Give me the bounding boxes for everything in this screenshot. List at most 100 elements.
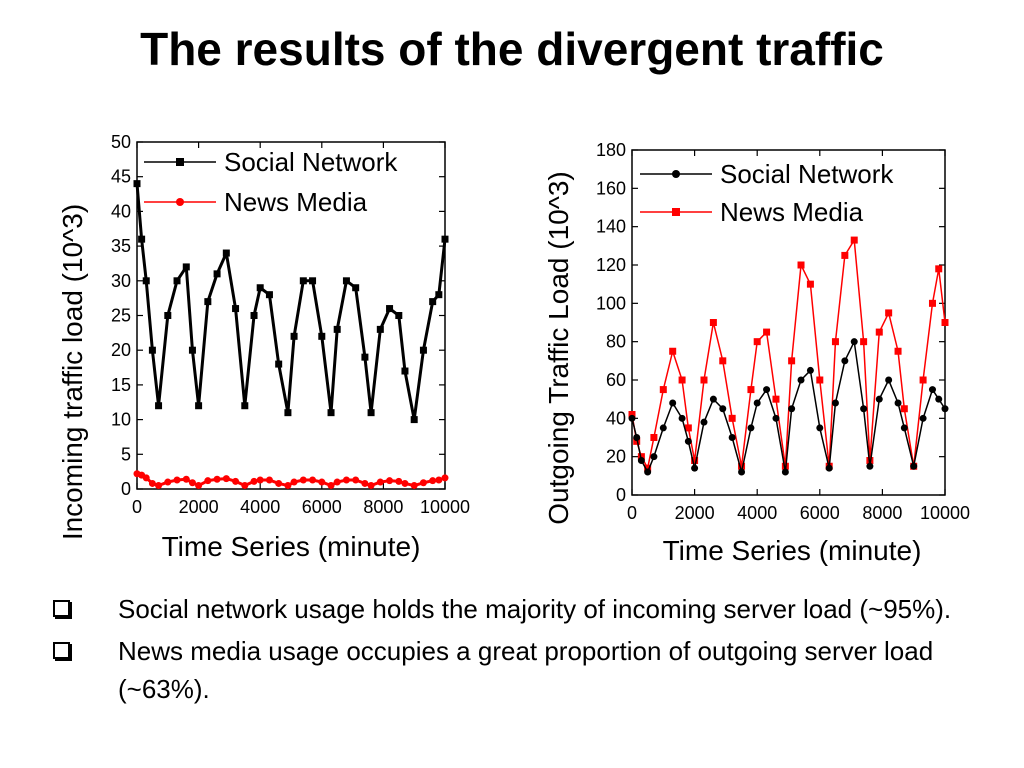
data-point: [401, 367, 409, 375]
legend-label: Social Network: [720, 159, 894, 189]
data-point: [164, 312, 172, 319]
data-point: [806, 280, 814, 288]
data-point: [633, 437, 641, 445]
x-tick-label: 6000: [302, 497, 342, 517]
incoming-traffic-chart: 0 5 10 15 20 25 30 35 40 45 50 0 2000 4000 6000 8000 100…: [57, 132, 470, 562]
data-point: [275, 360, 283, 368]
data-point: [327, 409, 335, 417]
data-point: [367, 482, 375, 490]
data-point: [361, 353, 369, 361]
x-tick-label: 8000: [363, 497, 403, 517]
bullet-text: News media usage occupies a great propor…: [118, 636, 934, 704]
data-point: [941, 405, 949, 413]
checkbox-icon: [53, 642, 70, 659]
x-tick-label: 6000: [800, 503, 840, 523]
data-point: [386, 305, 394, 313]
data-point: [309, 277, 317, 285]
data-point: [213, 270, 221, 278]
data-point: [637, 453, 645, 461]
y-tick-label: 180: [596, 140, 626, 160]
data-point: [195, 402, 203, 410]
data-point: [265, 476, 273, 484]
data-point: [419, 479, 427, 487]
y-tick-label: 20: [111, 340, 131, 360]
y-tick-label: 0: [616, 485, 626, 505]
data-point: [763, 386, 771, 394]
data-point: [900, 405, 908, 413]
data-point: [195, 482, 203, 490]
data-point: [885, 376, 893, 384]
data-point: [342, 476, 350, 484]
data-point: [241, 482, 249, 490]
data-point: [204, 298, 212, 306]
data-point: [816, 376, 824, 384]
y-tick-label: 100: [596, 293, 626, 313]
data-point: [142, 474, 150, 482]
data-point: [850, 338, 858, 346]
data-point: [753, 338, 761, 346]
legend-label: News Media: [720, 197, 864, 227]
data-point: [628, 411, 636, 418]
data-point: [788, 405, 796, 413]
data-point: [788, 357, 796, 365]
data-point: [410, 482, 418, 490]
y-tick-label: 15: [111, 375, 131, 395]
data-point: [781, 468, 789, 476]
y-tick-label: 35: [111, 236, 131, 256]
data-point: [435, 476, 443, 484]
y-tick-label: 50: [111, 132, 131, 152]
data-point: [386, 477, 394, 485]
data-point: [684, 424, 692, 432]
data-point: [419, 346, 427, 354]
data-point: [241, 402, 249, 410]
outgoing-x-axis-title: Time Series (minute): [663, 535, 922, 566]
data-point: [318, 332, 326, 340]
data-point: [633, 434, 641, 441]
data-point: [738, 462, 746, 470]
incoming-x-axis-title: Time Series (minute): [162, 531, 421, 562]
data-point: [182, 263, 190, 271]
outgoing-y-axis-title: Outgoing Traffic Load (10^3): [543, 171, 574, 525]
data-point: [728, 414, 736, 422]
data-point: [644, 468, 652, 476]
data-point: [831, 399, 839, 407]
legend-marker: [176, 158, 184, 166]
data-point: [429, 477, 437, 485]
legend-marker: [176, 198, 184, 206]
data-point: [678, 376, 686, 384]
data-point: [352, 476, 360, 484]
data-point: [797, 261, 805, 269]
data-point: [700, 376, 708, 384]
data-point: [919, 376, 927, 384]
data-point: [299, 277, 307, 285]
data-point: [850, 236, 858, 244]
data-point: [753, 399, 761, 407]
data-point: [173, 476, 181, 484]
x-tick-label: 8000: [862, 503, 902, 523]
data-point: [628, 414, 636, 422]
y-tick-label: 40: [111, 201, 131, 221]
data-point: [659, 386, 667, 394]
data-point: [275, 479, 283, 487]
data-point: [441, 474, 449, 482]
data-point: [133, 180, 141, 188]
data-point: [831, 338, 839, 346]
y-tick-label: 40: [606, 408, 626, 428]
data-point: [250, 312, 258, 319]
data-point: [188, 479, 196, 487]
series-line-social-network: [135, 183, 447, 422]
y-tick-label: 20: [606, 447, 626, 467]
x-tick-label: 10000: [420, 497, 470, 517]
data-point: [367, 409, 375, 417]
incoming-y-axis-title: Incoming traffic load (10^3): [57, 204, 88, 540]
y-tick-label: 120: [596, 255, 626, 275]
data-point: [797, 376, 805, 384]
data-point: [395, 312, 403, 319]
data-point: [173, 277, 181, 285]
y-tick-label: 160: [596, 178, 626, 198]
data-point: [747, 386, 755, 394]
outgoing-plot-area: 0 20 40 60 80 100 120 140 160 180 0 2000 4000 6000 800…: [596, 140, 970, 523]
data-point: [309, 476, 317, 484]
data-point: [669, 347, 677, 355]
data-point: [928, 386, 936, 394]
